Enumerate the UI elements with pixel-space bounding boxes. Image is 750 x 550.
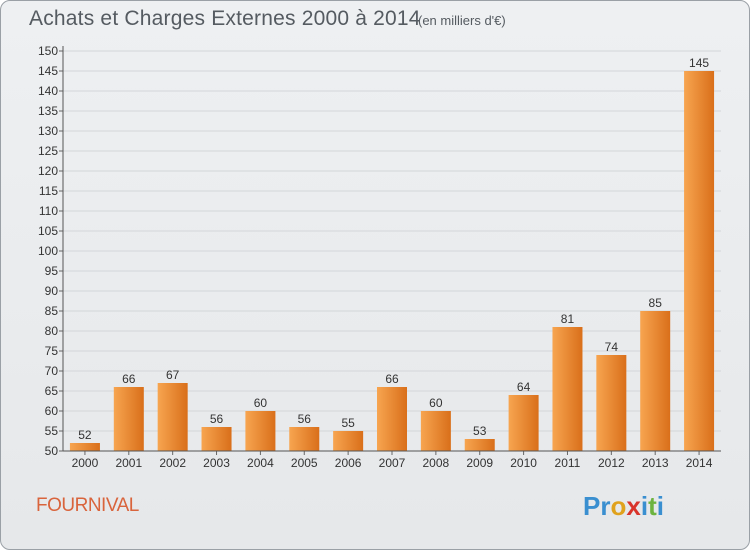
y-tick-label: 60 <box>45 404 59 418</box>
y-tick-label: 145 <box>38 64 58 78</box>
y-tick-label: 125 <box>38 144 58 158</box>
bar-value-label: 60 <box>429 396 443 410</box>
bar-value-label: 60 <box>254 396 268 410</box>
y-tick-label: 50 <box>45 444 59 458</box>
bar-value-label: 53 <box>473 424 487 438</box>
y-tick-label: 135 <box>38 104 58 118</box>
bar <box>69 443 100 451</box>
bar <box>552 327 583 451</box>
chart-unit: (en milliers d'€) <box>418 13 506 28</box>
bar <box>640 311 671 451</box>
bar <box>113 387 144 451</box>
bar-value-label: 145 <box>689 56 709 70</box>
bar <box>377 387 407 451</box>
y-tick-label: 90 <box>45 284 59 298</box>
bar-value-label: 64 <box>517 380 531 394</box>
bars: 52 66 67 56 60 56 55 66 60 53 64 81 74 85 145 <box>69 56 715 451</box>
x-tick-label: 2007 <box>379 456 406 470</box>
x-tick-label: 2006 <box>335 456 362 470</box>
y-tick-label: 95 <box>45 264 59 278</box>
x-tick-label: 2014 <box>686 456 713 470</box>
commune-name: FOURNIVAL <box>36 495 139 516</box>
axes <box>62 46 721 452</box>
y-tick-label: 70 <box>45 364 59 378</box>
y-tick-label: 80 <box>45 324 59 338</box>
y-tick-label: 100 <box>38 244 58 258</box>
x-tick-label: 2005 <box>291 456 318 470</box>
y-tick-label: 130 <box>38 124 58 138</box>
x-tick-label: 2000 <box>72 456 99 470</box>
bar <box>157 383 188 451</box>
x-tick-label: 2010 <box>510 456 537 470</box>
bar <box>596 355 627 451</box>
y-tick-label: 105 <box>38 224 58 238</box>
x-tick-label: 2002 <box>159 456 186 470</box>
x-tick-label: 2003 <box>203 456 230 470</box>
x-tick-label: 2011 <box>555 456 581 470</box>
x-tick-label: 2013 <box>642 456 669 470</box>
x-tick-label: 2009 <box>466 456 493 470</box>
logo-letter: i <box>656 491 664 521</box>
bar-value-label: 85 <box>649 296 663 310</box>
y-axis-ticks: 50 55 60 65 70 75 80 85 90 95 100 105 110 115 120 125 13… <box>38 44 63 458</box>
bar-value-label: 52 <box>78 428 92 442</box>
y-tick-label: 75 <box>45 344 59 358</box>
proxiti-logo: Proxiti <box>583 491 664 522</box>
x-tick-label: 2004 <box>247 456 274 470</box>
bar <box>289 427 320 451</box>
bar-value-label: 81 <box>561 312 575 326</box>
bar <box>684 71 715 451</box>
logo-letter: P <box>583 491 601 521</box>
bar <box>245 411 276 451</box>
bar <box>333 431 364 451</box>
x-tick-label: 2008 <box>423 456 450 470</box>
y-tick-label: 150 <box>38 44 58 58</box>
bar-value-label: 66 <box>122 372 136 386</box>
bar-value-label: 56 <box>298 412 312 426</box>
bar-value-label: 66 <box>385 372 399 386</box>
logo-letter: i <box>640 491 649 521</box>
bar-value-label: 74 <box>605 340 619 354</box>
y-tick-label: 85 <box>45 304 59 318</box>
logo-letter: t <box>648 491 657 521</box>
bar-value-label: 67 <box>166 368 180 382</box>
x-tick-label: 2001 <box>115 456 142 470</box>
bar-value-label: 56 <box>210 412 224 426</box>
y-tick-label: 120 <box>38 164 58 178</box>
x-axis-ticks: 2000 2001 2002 2003 2004 2005 2006 2007 2008 2009… <box>72 451 713 470</box>
bar <box>420 411 451 451</box>
bar <box>464 439 495 451</box>
logo-letter: r <box>600 491 611 521</box>
y-tick-label: 55 <box>45 424 59 438</box>
logo-letter: o <box>610 491 627 521</box>
y-tick-label: 65 <box>45 384 59 398</box>
chart-title: Achats et Charges Externes 2000 à 2014 <box>29 7 421 30</box>
bar-value-label: 55 <box>341 416 355 430</box>
y-tick-label: 110 <box>39 204 58 218</box>
x-tick-label: 2012 <box>598 456 625 470</box>
bar <box>201 427 232 451</box>
bar <box>508 395 539 451</box>
y-tick-label: 140 <box>38 84 58 98</box>
logo-letter: x <box>626 491 641 521</box>
y-tick-label: 115 <box>39 184 58 198</box>
